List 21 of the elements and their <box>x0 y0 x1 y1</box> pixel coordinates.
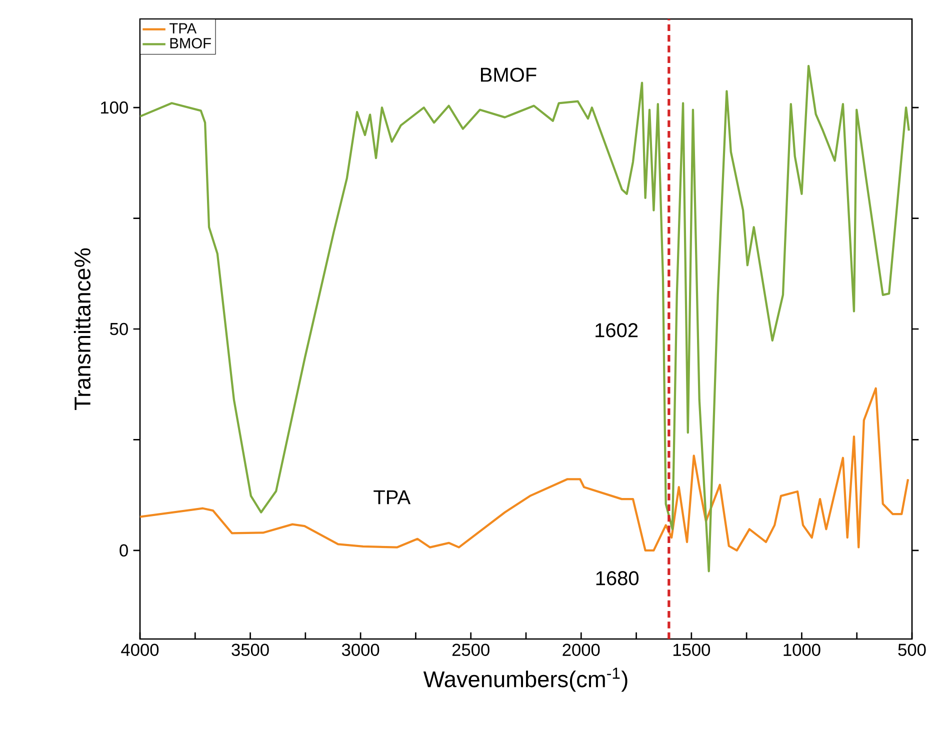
y-tick-label: 0 <box>120 544 128 557</box>
x-tick-label: 1500 <box>673 644 710 656</box>
y-axis-title: Transmittance% <box>74 248 91 410</box>
x-tick-label: 3000 <box>342 644 380 656</box>
x-tick-label: 4000 <box>121 644 159 656</box>
x-tick-label: 1000 <box>784 644 820 656</box>
x-tick-label: 2500 <box>452 644 490 656</box>
legend-label: BMOF <box>170 38 211 48</box>
annotation: 1680 <box>596 571 639 586</box>
x-tick-label: 3500 <box>232 644 269 656</box>
y-tick-label: 50 <box>110 322 128 336</box>
legend-label: TPA <box>169 23 197 34</box>
x-tick-label: 500 <box>898 644 926 656</box>
x-tick-label: 2000 <box>562 644 600 656</box>
annotation: 1602 <box>596 323 638 338</box>
y-tick-label: 100 <box>101 101 128 114</box>
annotation: TPA <box>374 490 411 504</box>
line-series <box>140 387 910 552</box>
annotation: BMOF <box>480 68 536 82</box>
x-axis-title: Wavenumbers(cm$^{-1}$) <box>423 668 628 692</box>
line-series <box>140 64 910 572</box>
